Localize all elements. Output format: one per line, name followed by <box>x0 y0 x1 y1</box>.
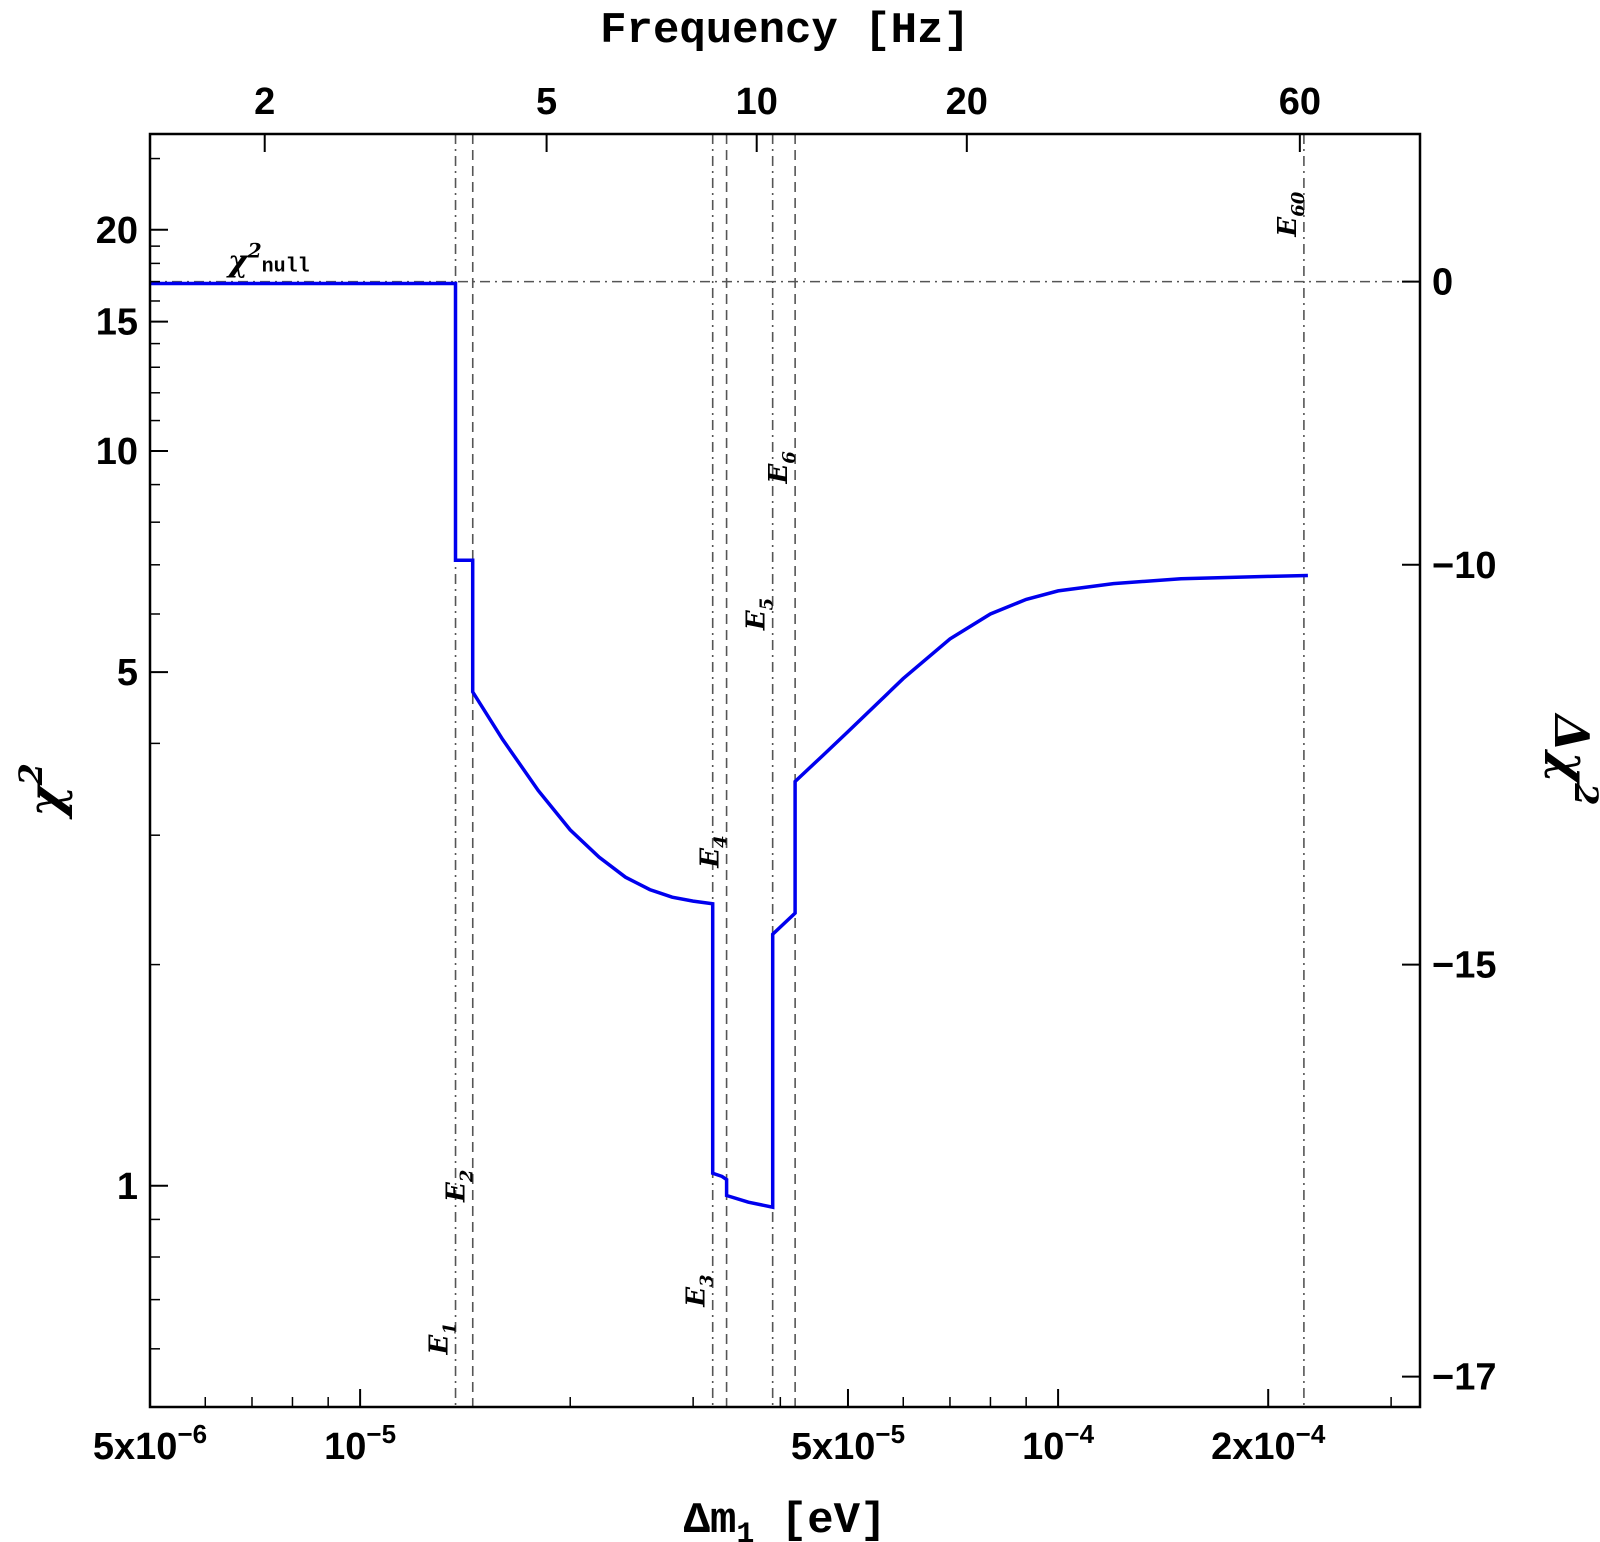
y-tick-label-5: 5 <box>117 652 138 694</box>
top-tick-label-20: 20 <box>946 81 988 123</box>
event-label-letter: E <box>442 1181 472 1203</box>
x-tick-label-exp: −5 <box>875 1419 905 1449</box>
event-label-sub: 2 <box>457 1170 478 1184</box>
top-axis-title: Frequency [Hz] <box>600 6 970 56</box>
x-axis-title: Δm1 [eV] <box>684 1496 887 1542</box>
top-tick-label-10: 10 <box>736 81 778 123</box>
event-label-letter: E <box>764 463 794 485</box>
x-tick-label-base: 10 <box>1022 1426 1064 1468</box>
null-line-label: χ2null <box>226 239 310 280</box>
event-label-letter: E <box>682 1286 712 1308</box>
y-tick-label-15: 15 <box>96 302 138 344</box>
series-line-0 <box>150 281 1308 1210</box>
event-label-E1: E1 <box>425 1322 461 1355</box>
event-label-sub: 1 <box>440 1322 461 1335</box>
event-label-letter: E <box>696 847 726 869</box>
y-tick-label-10: 10 <box>96 431 138 473</box>
labels-layer: χ2nullE1E2E3E4E5E6E60151015200−10−15−175… <box>93 81 1497 1468</box>
event-label-letter: E <box>425 1334 455 1356</box>
event-label-E5: E5 <box>742 598 778 631</box>
x-tick-label-base: 2x10 <box>1211 1426 1296 1468</box>
axes-layer <box>149 134 1420 1407</box>
null-label-sub: null <box>262 256 310 279</box>
y2-tick-label: −10 <box>1432 545 1496 587</box>
event-label-sub: 60 <box>1288 191 1309 217</box>
null-label-chi: χ <box>226 245 250 280</box>
y-tick-label-20: 20 <box>96 210 138 252</box>
x-tick-label-base: 10 <box>324 1426 366 1468</box>
x-tick-label: 2x10−4 <box>1211 1419 1326 1468</box>
y2-tick-label: 0 <box>1432 262 1453 304</box>
x-tick-label: 5x10−6 <box>93 1419 207 1468</box>
top-tick-label-5: 5 <box>536 81 557 123</box>
y2-axis-title-main: Δχ <box>1543 712 1599 785</box>
x-tick-label: 5x10−5 <box>791 1419 905 1468</box>
event-label-sub: 6 <box>779 451 800 464</box>
null-label-sup: 2 <box>247 239 262 263</box>
y-tick-label-1: 1 <box>117 1166 138 1208</box>
event-label-letter: E <box>742 609 772 631</box>
y-axis-title-sup: 2 <box>12 763 50 786</box>
y-axis-title-main: χ <box>18 783 74 820</box>
x-tick-label-base: 5x10 <box>791 1426 876 1468</box>
event-label-E60: E60 <box>1273 191 1309 237</box>
x-axis-title-main: Δm <box>684 1496 737 1542</box>
y2-tick-label: −15 <box>1432 945 1496 987</box>
x-tick-label: 10−5 <box>324 1419 396 1468</box>
x-tick-label: 10−4 <box>1022 1419 1094 1468</box>
x-tick-label-exp: −4 <box>1064 1419 1094 1449</box>
event-label-E2: E2 <box>442 1170 478 1203</box>
event-label-E4: E4 <box>696 835 732 868</box>
y2-axis-title: Δχ2 <box>1543 712 1600 805</box>
reference-lines <box>150 134 1420 1407</box>
x-tick-label-exp: −4 <box>1296 1419 1326 1449</box>
x-tick-label-base: 5x10 <box>93 1426 178 1468</box>
x-tick-label-exp: −5 <box>366 1419 396 1449</box>
plot-frame <box>148 132 1422 1409</box>
x-axis-title-sub: 1 <box>736 1518 754 1542</box>
event-label-sub: 4 <box>711 835 732 848</box>
event-label-E3: E3 <box>682 1274 718 1307</box>
x-tick-label-exp: −6 <box>177 1419 207 1449</box>
event-label-sub: 5 <box>757 598 778 611</box>
y2-axis-title-sup: 2 <box>1567 782 1600 805</box>
top-tick-label-2: 2 <box>254 81 275 123</box>
event-label-E6: E6 <box>764 451 800 485</box>
y2-tick-label: −17 <box>1432 1357 1496 1399</box>
event-label-letter: E <box>1273 216 1303 238</box>
y-axis-title: χ2 <box>12 763 74 820</box>
top-tick-label-60: 60 <box>1279 81 1321 123</box>
series-layer <box>150 281 1308 1210</box>
event-label-sub: 3 <box>697 1274 718 1287</box>
x-axis-title-unit: [eV] <box>754 1496 886 1542</box>
